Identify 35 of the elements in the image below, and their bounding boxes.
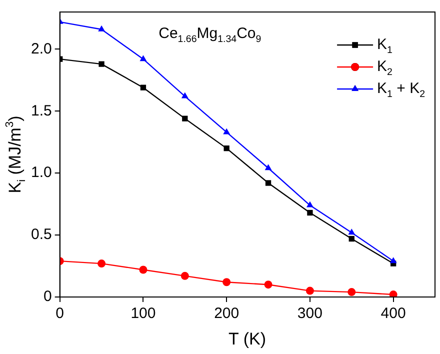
y-tick-label: 2.0 xyxy=(30,40,52,58)
x-tick-label: 0 xyxy=(56,305,64,322)
point xyxy=(98,25,105,32)
y-tick-label: 0.5 xyxy=(30,226,52,244)
point xyxy=(306,286,314,295)
point xyxy=(348,236,354,242)
point xyxy=(98,61,104,67)
point xyxy=(180,272,189,280)
point xyxy=(224,145,230,152)
point xyxy=(140,84,146,90)
y-axis-title: Ki (MJ/m3) xyxy=(4,116,28,194)
point xyxy=(265,180,272,186)
y-tick-label: 1.0 xyxy=(30,164,52,182)
x-tick-label: 400 xyxy=(380,305,406,322)
point xyxy=(389,290,398,297)
point xyxy=(348,228,356,235)
point xyxy=(348,288,356,296)
point xyxy=(390,257,397,264)
point xyxy=(264,164,272,170)
point xyxy=(181,92,188,98)
point xyxy=(264,280,272,289)
x-axis-title: T (K) xyxy=(228,330,266,349)
point xyxy=(223,128,230,134)
point xyxy=(222,278,231,286)
point xyxy=(98,260,106,268)
x-tick-label: 300 xyxy=(297,305,322,322)
x-tick-label: 200 xyxy=(214,305,240,322)
point xyxy=(182,116,188,122)
point xyxy=(140,55,147,62)
point xyxy=(307,210,313,216)
y-tick-label: 1.5 xyxy=(30,102,52,120)
x-tick-label: 100 xyxy=(130,305,156,322)
point xyxy=(139,266,148,274)
y-tick-label: 0 xyxy=(44,288,52,306)
point xyxy=(306,201,314,208)
